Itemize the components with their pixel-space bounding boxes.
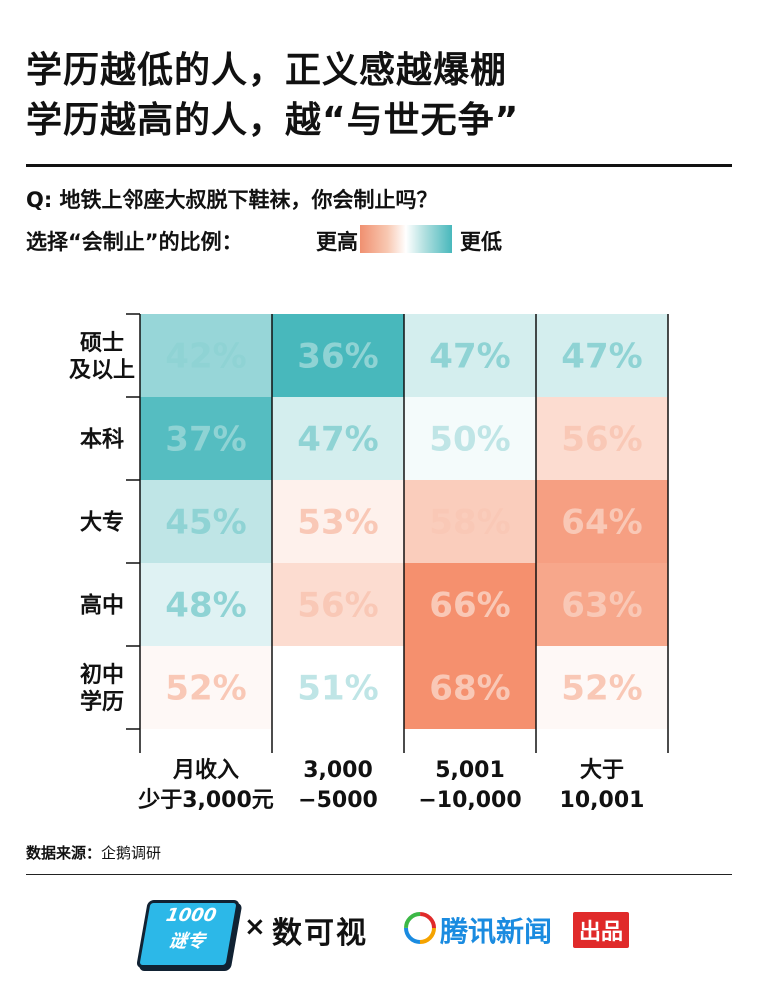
row-tick-label: 初中 bbox=[80, 662, 124, 688]
heatmap-cell bbox=[404, 314, 536, 397]
column-tick-label: 3,000 bbox=[303, 758, 373, 783]
heatmap-cell bbox=[272, 563, 404, 646]
cell-value-label: 56% bbox=[561, 420, 642, 460]
column-tick-label: 月收入 bbox=[172, 757, 239, 783]
heatmap-cell bbox=[536, 646, 668, 729]
data-source: 数据来源：企鹅调研 bbox=[26, 842, 161, 863]
color-legend: 选择“会制止”的比例： 更高 更低 bbox=[26, 222, 726, 256]
brand-logo-shukeshi: 数可视 bbox=[272, 916, 368, 951]
column-tick-label: −5000 bbox=[298, 788, 378, 813]
footer-divider bbox=[26, 874, 732, 875]
legend-high-label: 更高 bbox=[316, 230, 358, 254]
cell-value-label: 52% bbox=[165, 669, 246, 709]
cell-value-label: 64% bbox=[561, 503, 642, 543]
footer: 1000 谜专 × 数可视 腾讯新闻 出品 bbox=[0, 890, 758, 980]
row-tick-label: 本科 bbox=[80, 428, 124, 453]
column-tick-label: 少于3,000元 bbox=[137, 788, 274, 813]
heatmap-cell bbox=[404, 563, 536, 646]
cell-value-label: 68% bbox=[429, 669, 510, 709]
heatmap-grid bbox=[126, 313, 669, 753]
row-tick-label: 大专 bbox=[80, 510, 124, 536]
cell-value-label: 52% bbox=[561, 669, 642, 709]
cell-value-label: 51% bbox=[297, 669, 378, 709]
heatmap-chart: 42% 36% 47% 47% 37% 47% 50% 56% 45% 53% 58% 64% 48% 5… bbox=[69, 313, 669, 813]
cell-value-label: 36% bbox=[297, 337, 378, 377]
question-text: Q: 地铁上邻座大叔脱下鞋袜，你会制止吗？ bbox=[26, 188, 438, 212]
column-tick-label: 大于 bbox=[580, 758, 624, 783]
heatmap-cell bbox=[536, 563, 668, 646]
legend-low-label: 更低 bbox=[460, 230, 502, 254]
brand-logo-tencent-news: 腾讯新闻 bbox=[440, 915, 553, 948]
cell-value-label: 47% bbox=[561, 337, 642, 377]
cell-value-label: 63% bbox=[561, 586, 642, 626]
cell-value-label: 42% bbox=[165, 337, 246, 377]
heatmap-cell bbox=[140, 397, 272, 480]
cell-value-label: 37% bbox=[165, 420, 246, 460]
column-tick-label: −10,000 bbox=[418, 788, 521, 813]
page-title: 学历越低的人，正义感越爆棚 学历越高的人，越“与世无争” bbox=[26, 46, 726, 146]
heatmap-cell bbox=[536, 314, 668, 397]
cell-value-label: 58% bbox=[429, 503, 510, 543]
heatmap-cell bbox=[140, 563, 272, 646]
heatmap-cell bbox=[536, 480, 668, 563]
title-line-2: 学历越高的人，越“与世无争” bbox=[26, 100, 520, 141]
row-tick-label: 及以上 bbox=[69, 358, 135, 383]
source-label: 数据来源： bbox=[26, 844, 102, 862]
brand-logo-1000: 1000 谜专 bbox=[136, 900, 240, 968]
cell-value-label: 66% bbox=[429, 586, 510, 626]
row-tick-label: 高中 bbox=[80, 593, 124, 619]
legend-label: 选择“会制止”的比例： bbox=[26, 230, 243, 254]
brand-badge-chupin: 出品 bbox=[573, 912, 630, 948]
cell-value-label: 50% bbox=[429, 420, 510, 460]
legend-gradient bbox=[360, 225, 452, 253]
cell-value-label: 48% bbox=[165, 586, 246, 626]
heatmap-cell bbox=[272, 397, 404, 480]
row-tick-label: 硕士 bbox=[80, 331, 124, 356]
column-tick-label: 10,001 bbox=[560, 788, 645, 813]
heatmap-cell bbox=[404, 397, 536, 480]
cell-value-label: 47% bbox=[297, 420, 378, 460]
source-value: 企鹅调研 bbox=[101, 844, 162, 862]
collab-times-sign: × bbox=[244, 912, 266, 942]
cell-value-label: 53% bbox=[297, 503, 378, 543]
column-tick-label: 5,001 bbox=[435, 758, 505, 783]
heatmap-cell bbox=[404, 646, 536, 729]
tencent-news-icon bbox=[404, 912, 436, 944]
heatmap-cell bbox=[404, 480, 536, 563]
cell-value-label: 45% bbox=[165, 503, 246, 543]
cell-value-label: 47% bbox=[429, 337, 510, 377]
title-divider bbox=[26, 164, 732, 167]
heatmap-cell bbox=[272, 646, 404, 729]
heatmap-cell bbox=[140, 314, 272, 397]
heatmap-cell bbox=[140, 480, 272, 563]
row-tick-label: 学历 bbox=[80, 689, 124, 715]
heatmap-cells: 42% 36% 47% 47% 37% 47% 50% 56% 45% 53% 58% 64% 48% 5… bbox=[140, 314, 668, 729]
title-line-1: 学历越低的人，正义感越爆棚 bbox=[26, 50, 508, 91]
heatmap-cell bbox=[536, 397, 668, 480]
heatmap-cell bbox=[140, 646, 272, 729]
heatmap-cell bbox=[272, 314, 404, 397]
cell-value-label: 56% bbox=[297, 586, 378, 626]
heatmap-cell bbox=[272, 480, 404, 563]
